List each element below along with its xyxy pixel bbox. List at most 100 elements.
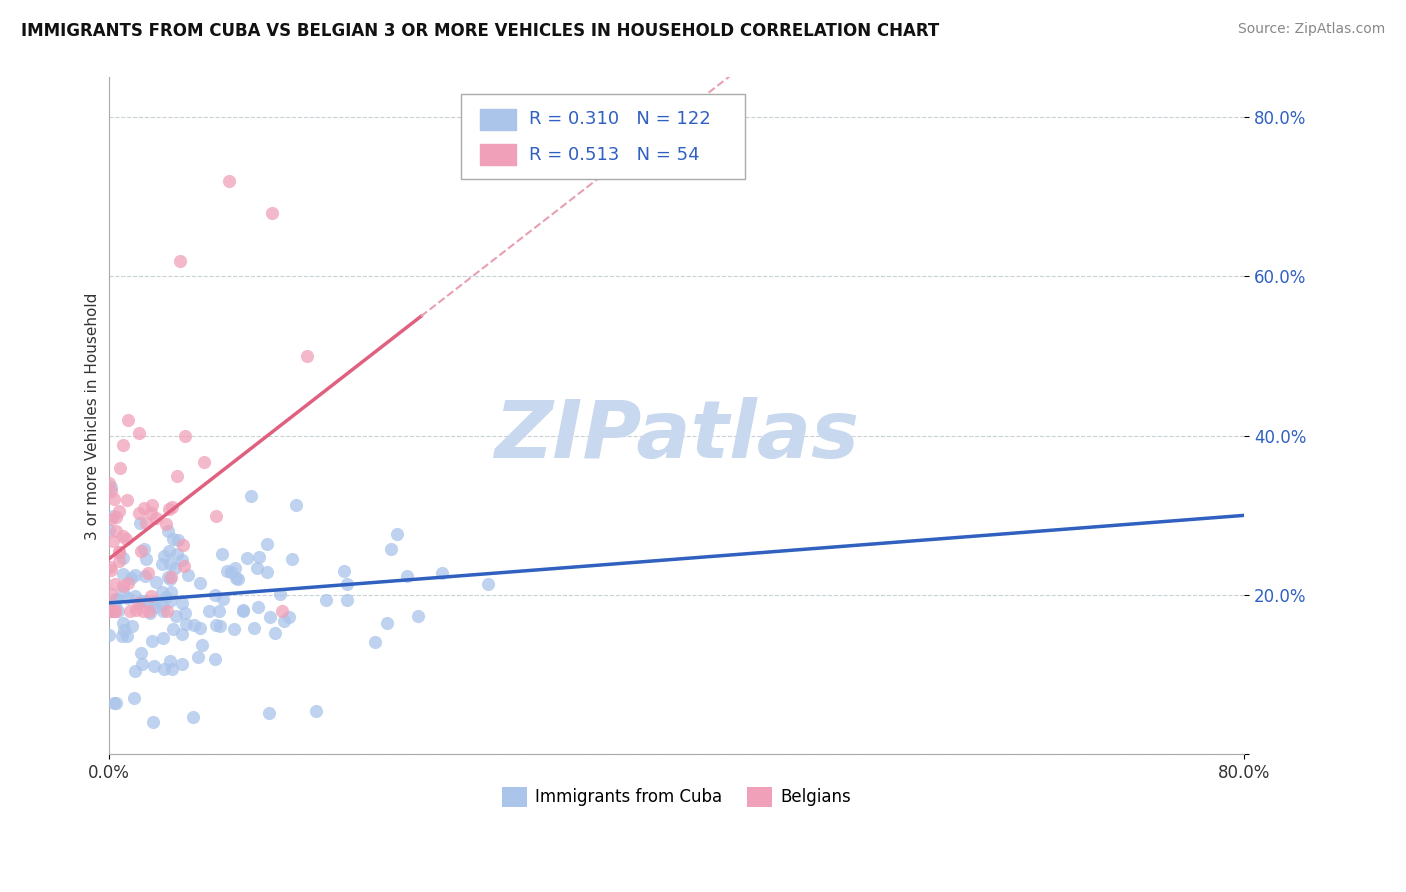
- Point: [129, 646, 152, 660]
- Point: [297, 349, 319, 363]
- Point: [124, 664, 146, 678]
- Point: [150, 598, 173, 612]
- Text: IMMIGRANTS FROM CUBA VS BELGIAN 3 OR MORE VEHICLES IN HOUSEHOLD CORRELATION CHAR: IMMIGRANTS FROM CUBA VS BELGIAN 3 OR MOR…: [21, 22, 939, 40]
- Point: [100, 563, 122, 577]
- Legend: Immigrants from Cuba, Belgians: Immigrants from Cuba, Belgians: [495, 780, 858, 814]
- Point: [105, 696, 128, 710]
- Point: [145, 511, 167, 525]
- Point: [166, 469, 188, 483]
- Point: [98, 560, 121, 574]
- Point: [136, 595, 159, 609]
- Point: [104, 599, 127, 613]
- Point: [103, 696, 125, 710]
- Point: [134, 569, 156, 583]
- Point: [170, 626, 193, 640]
- Point: [159, 654, 181, 668]
- Point: [160, 585, 183, 599]
- Point: [172, 596, 194, 610]
- Point: [406, 608, 429, 623]
- Point: [134, 541, 156, 556]
- Point: [187, 649, 209, 664]
- Point: [139, 506, 162, 520]
- Point: [139, 590, 162, 604]
- Point: [120, 571, 142, 585]
- Point: [104, 524, 127, 538]
- Point: [114, 624, 136, 638]
- Point: [163, 561, 186, 575]
- Point: [104, 577, 127, 591]
- Point: [122, 690, 145, 705]
- Point: [145, 574, 167, 589]
- Point: [103, 604, 125, 618]
- Point: [159, 594, 181, 608]
- Point: [117, 492, 139, 507]
- Point: [166, 533, 188, 548]
- Point: [111, 550, 134, 565]
- Point: [205, 508, 228, 523]
- Point: [162, 622, 184, 636]
- Point: [160, 500, 183, 515]
- Point: [315, 592, 337, 607]
- Point: [264, 626, 287, 640]
- Point: [224, 561, 246, 575]
- Point: [172, 538, 194, 552]
- Point: [273, 614, 295, 628]
- Point: [157, 501, 180, 516]
- Point: [181, 710, 204, 724]
- Point: [215, 564, 238, 578]
- Point: [111, 567, 134, 582]
- Point: [135, 552, 157, 566]
- Point: [166, 547, 188, 561]
- Point: [239, 490, 262, 504]
- Point: [100, 604, 122, 618]
- Point: [141, 634, 163, 648]
- Point: [225, 571, 247, 585]
- Point: [221, 566, 243, 580]
- Point: [108, 504, 131, 518]
- Point: [256, 537, 278, 551]
- Point: [477, 577, 499, 591]
- Point: [305, 704, 328, 718]
- Point: [129, 543, 152, 558]
- Point: [190, 638, 212, 652]
- Text: R = 0.513   N = 54: R = 0.513 N = 54: [529, 145, 700, 163]
- Point: [112, 584, 135, 599]
- Point: [97, 523, 120, 537]
- Point: [128, 506, 150, 520]
- Point: [104, 510, 127, 524]
- Point: [204, 652, 226, 666]
- Point: [153, 549, 176, 563]
- Point: [108, 554, 131, 568]
- Point: [204, 617, 226, 632]
- Point: [174, 429, 197, 443]
- Point: [132, 501, 155, 516]
- Point: [134, 516, 156, 531]
- Point: [139, 606, 162, 620]
- Point: [172, 657, 194, 672]
- Point: [115, 532, 138, 546]
- Point: [246, 561, 269, 575]
- Point: [153, 662, 176, 676]
- Text: ZIPatlas: ZIPatlas: [494, 397, 859, 475]
- Point: [104, 592, 127, 607]
- Point: [159, 572, 181, 586]
- Point: [165, 609, 187, 624]
- Point: [257, 706, 280, 720]
- Point: [224, 622, 246, 636]
- Point: [162, 533, 184, 547]
- Point: [430, 566, 453, 580]
- Point: [207, 604, 229, 618]
- Point: [385, 526, 408, 541]
- Point: [204, 588, 226, 602]
- Point: [256, 565, 278, 579]
- Point: [152, 631, 174, 645]
- Point: [103, 491, 125, 506]
- Point: [107, 604, 129, 618]
- Point: [269, 587, 291, 601]
- Point: [235, 550, 257, 565]
- FancyBboxPatch shape: [461, 95, 745, 179]
- Point: [183, 618, 205, 632]
- Point: [136, 566, 159, 580]
- Point: [160, 662, 183, 676]
- Point: [285, 498, 308, 512]
